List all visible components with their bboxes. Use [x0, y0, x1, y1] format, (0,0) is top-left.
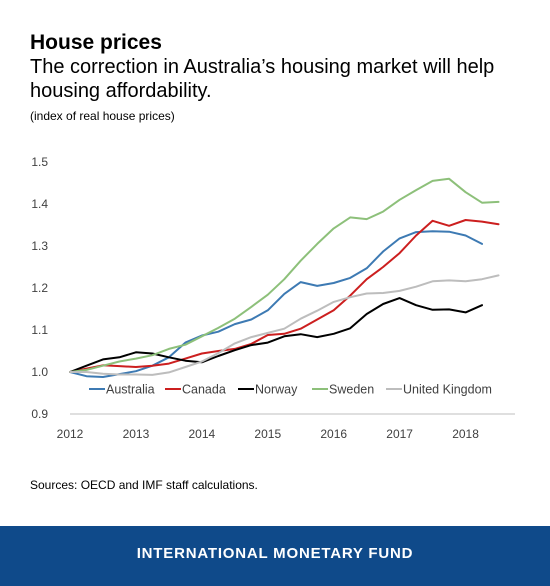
- series-line-norway: [69, 297, 483, 373]
- line-chart: 0.9 1.0 1.1 1.2 1.3 1.4 1.5 2012 2013 2014 2015 201…: [31, 155, 515, 441]
- series-line-sweden: [69, 177, 500, 373]
- chart-subtitle: The correction in Australia’s housing ma…: [30, 56, 495, 102]
- chart-series: [69, 177, 500, 378]
- legend-label-sweden: Sweden: [329, 383, 374, 397]
- footer-bar: INTERNATIONAL MONETARY FUND: [0, 526, 550, 586]
- series-line-united-kingdom: [69, 274, 500, 376]
- y-tick-label: 1.5: [31, 155, 48, 169]
- source-note: Sources: OECD and IMF staff calculations…: [30, 478, 258, 492]
- y-tick-label: 1.0: [31, 365, 48, 379]
- chart-legend: Australia Canada Norway Sweden United Kingdo…: [89, 383, 492, 397]
- legend-label-united-kingdom: United Kingdom: [403, 383, 492, 397]
- imf-footer-label: INTERNATIONAL MONETARY FUND: [136, 545, 414, 562]
- y-tick-label: 1.2: [31, 281, 48, 295]
- chart-note: (index of real house prices): [30, 109, 175, 123]
- y-tick-label: 1.3: [31, 239, 48, 253]
- x-tick-label: 2016: [320, 427, 347, 441]
- x-tick-label: 2018: [452, 427, 479, 441]
- y-tick-label: 1.1: [31, 323, 48, 337]
- chart-title: House prices: [30, 31, 162, 54]
- x-tick-label: 2013: [123, 427, 150, 441]
- y-tick-label: 1.4: [31, 197, 48, 211]
- x-tick-label: 2015: [254, 427, 281, 441]
- y-tick-label: 0.9: [31, 407, 48, 421]
- x-tick-label: 2017: [386, 427, 413, 441]
- series-line-australia: [69, 230, 483, 378]
- series-line-canada: [69, 219, 500, 373]
- x-tick-label: 2014: [189, 427, 216, 441]
- chart-axes: 0.9 1.0 1.1 1.2 1.3 1.4 1.5 2012 2013 2014 2015 201…: [31, 155, 515, 441]
- x-tick-label: 2012: [57, 427, 84, 441]
- legend-label-norway: Norway: [255, 383, 298, 397]
- legend-label-canada: Canada: [182, 383, 226, 397]
- legend-label-australia: Australia: [106, 383, 155, 397]
